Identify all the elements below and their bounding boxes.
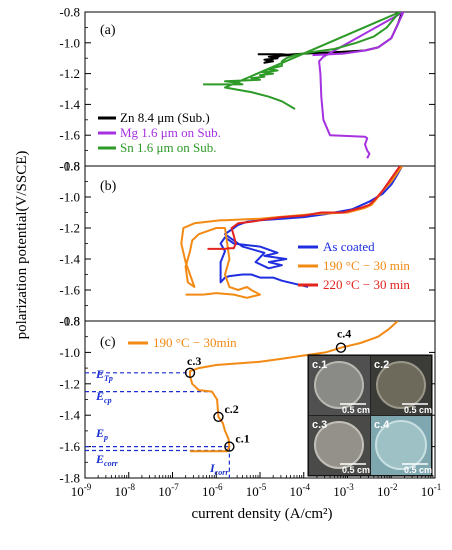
svg-text:c.1: c.1 [312,359,327,371]
series-line-1-1 [180,166,404,299]
y-tick-label: -0.8 [59,314,80,329]
y-tick-label: -1.6 [59,283,80,298]
x-tick-label: 10-2 [377,482,398,499]
legend-label-220: 220 °C − 30 min [323,277,410,292]
label-ecp: Ecp [95,389,112,405]
panel-label-a: (a) [100,23,116,38]
y-tick-label: -1.2 [59,376,80,391]
series-line-0-1 [312,12,405,159]
y-tick-label: -1.6 [59,128,80,143]
panel-label-c: (c) [100,335,116,350]
y-tick-label: -1.0 [59,190,80,205]
y-axis-label: polarization potential(V/SSCE) [14,151,30,340]
annotation-marker [224,441,235,452]
x-axis-ticks: 10-9 10-8 10-7 10-6 10-5 10-4 10-3 10-2 10-1 [71,472,442,499]
annotation-label: c.4 [337,327,351,341]
annotation-marker [184,367,196,379]
series-group-a [203,12,405,159]
annotation-label: c.3 [187,354,201,368]
label-ep: Ep [95,426,108,442]
specimen-disc-icon [314,361,364,409]
inset-photo-c1: c.1 0.5 cm [309,356,370,415]
svg-text:0.5 cm: 0.5 cm [404,465,432,475]
series-line-2-0 [189,321,399,453]
series-group-c [189,321,399,453]
inset-photo-c2: c.2 0.5 cm [371,356,432,415]
series-group-b [180,166,404,299]
specimen-disc-icon [314,421,364,469]
series-line-1-0 [219,166,404,288]
x-tick-label: 10-7 [158,482,179,499]
legend-label-mg: Mg 1.6 μm on Sub. [120,125,221,140]
guide-labels-c: ETp Ecp Ep Ecorr Icorr [95,367,229,477]
legend-label-c-190: 190 °C − 30min [153,335,237,350]
svg-text:0.5 cm: 0.5 cm [342,405,370,415]
y-tick-label: -1.8 [59,314,80,329]
legend-c: 190 °C − 30min [128,335,237,350]
y-tick-label: -1.0 [59,35,80,50]
specimen-disc-icon [375,420,427,470]
inset-photos: c.1 0.5 cm c.2 0.5 cm c.3 0.5 cm c.4 0.5… [307,354,433,477]
annotation-label: c.1 [235,432,249,446]
svg-text:c.3: c.3 [312,419,327,431]
legend-b: As coated 190 °C − 30 min 220 °C − 30 mi… [298,239,410,292]
y-tick-label: -0.8 [59,159,80,174]
y-axis-ticks: -0.8-1.0-1.2-1.4-1.6-1.8-0.8-1.0-1.2-1.4… [59,5,435,486]
x-tick-label: 10-6 [202,482,223,499]
label-ecorr: Ecorr [95,452,119,468]
y-tick-label: -1.2 [59,66,80,81]
panel-label-b: (b) [100,179,117,194]
y-tick-label: -1.4 [59,252,80,267]
label-icorr: Icorr [209,461,229,477]
svg-text:0.5 cm: 0.5 cm [342,465,370,475]
x-tick-label: 10-8 [115,482,136,499]
y-tick-label: -1.8 [59,159,80,174]
x-tick-label: 10-5 [246,482,267,499]
y-tick-label: -1.8 [59,471,80,486]
legend-a: Zn 8.4 μm (Sub.) Mg 1.6 μm on Sub. Sn 1.… [98,110,221,155]
series-line-1-2 [207,166,401,250]
legend-label-zn: Zn 8.4 μm (Sub.) [120,110,210,125]
x-tick-label: 10-9 [71,482,92,499]
y-tick-label: -0.8 [59,5,80,20]
annotation-marker [213,411,224,422]
x-tick-label: 10-4 [290,482,311,499]
specimen-disc-icon [376,361,426,409]
legend-label-as-coated: As coated [323,239,375,254]
legend-label-sn: Sn 1.6 μm on Sub. [120,140,217,155]
y-tick-label: -1.4 [59,408,80,423]
svg-text:c.2: c.2 [374,359,389,371]
x-tick-label: 10-1 [421,482,442,499]
label-etp: ETp [95,367,113,383]
y-tick-label: -1.4 [59,97,80,112]
svg-text:c.4: c.4 [374,419,390,431]
legend-label-190: 190 °C − 30 min [323,258,410,273]
x-axis-label: current density (A/cm²) [191,506,332,522]
svg-text:0.5 cm: 0.5 cm [404,405,432,415]
y-tick-label: -1.0 [59,345,80,360]
x-tick-label: 10-3 [333,482,354,499]
series-line-0-2 [203,12,401,110]
annotation-marker [335,342,347,353]
point-annotations-c: c.1 c.2 c.3 c.4 [184,327,351,452]
inset-photo-c4: c.4 0.5 cm [371,416,432,475]
inset-photo-c3: c.3 0.5 cm [309,416,370,475]
y-tick-label: -1.2 [59,221,80,236]
y-tick-label: -1.6 [59,439,80,454]
annotation-label: c.2 [224,402,238,416]
